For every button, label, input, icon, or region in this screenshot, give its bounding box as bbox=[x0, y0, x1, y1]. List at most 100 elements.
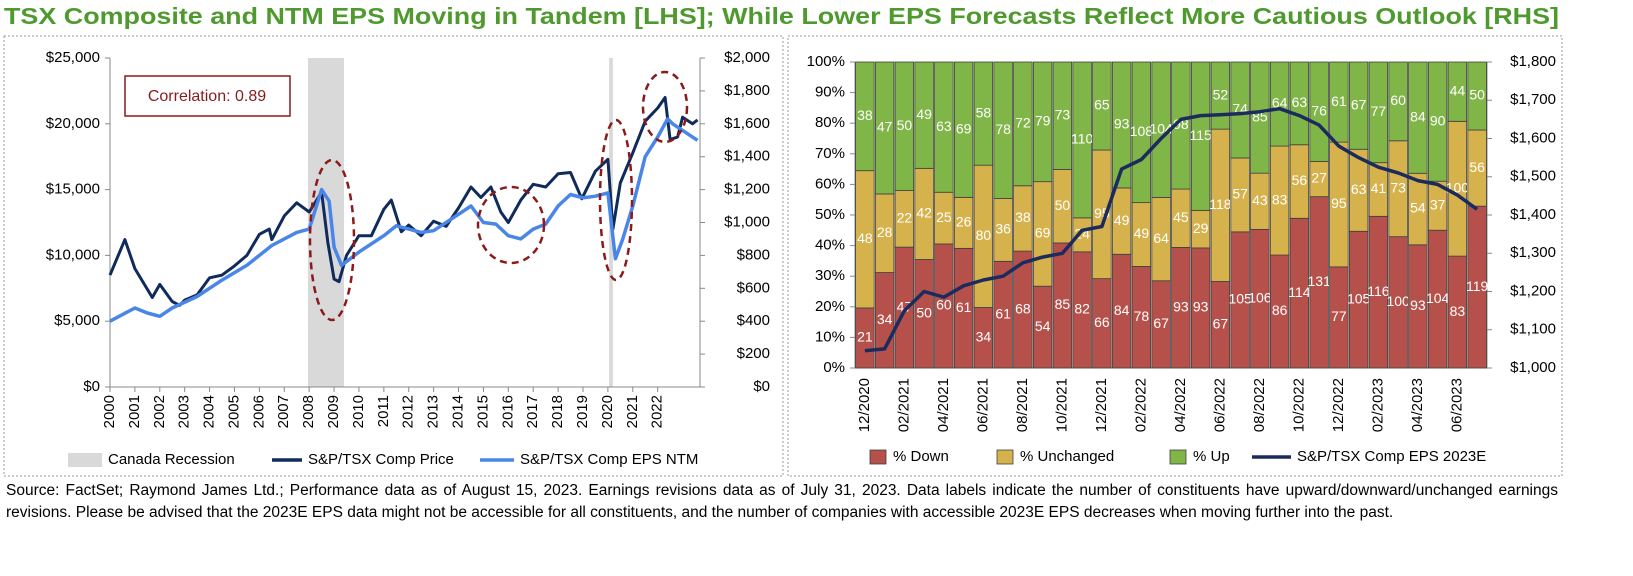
data-label: 42 bbox=[916, 205, 932, 221]
bar-segment bbox=[1309, 61, 1329, 162]
left-panel bbox=[3, 35, 784, 477]
y-tick-label: $10,000 bbox=[46, 246, 100, 263]
y-tick-label: 50% bbox=[815, 206, 845, 223]
data-label: 54 bbox=[1035, 318, 1051, 334]
y-tick-label: 40% bbox=[815, 237, 845, 254]
y-tick-label: 30% bbox=[815, 267, 845, 284]
data-label: 64 bbox=[1272, 95, 1288, 111]
legend-label: S&P/TSX Comp Price bbox=[308, 451, 454, 468]
legend-label: % Up bbox=[1193, 448, 1230, 465]
right-panel bbox=[787, 35, 1563, 477]
bar-segment bbox=[1210, 61, 1231, 130]
data-label: 100 bbox=[1446, 179, 1470, 195]
x-tick-label: 10/2021 bbox=[1053, 378, 1070, 432]
data-label: 29 bbox=[1193, 220, 1209, 236]
data-label: 73 bbox=[1390, 179, 1406, 195]
data-label: 67 bbox=[1153, 315, 1169, 331]
data-label: 105 bbox=[1347, 290, 1371, 306]
data-label: 82 bbox=[1074, 301, 1090, 317]
data-label: 80 bbox=[976, 227, 992, 243]
data-label: 85 bbox=[1055, 296, 1071, 312]
y2-tick-label: $1,100 bbox=[1510, 321, 1556, 338]
x-tick-label: 06/2021 bbox=[974, 378, 991, 432]
data-label: 73 bbox=[1055, 106, 1071, 122]
x-tick-label: 02/2023 bbox=[1369, 378, 1386, 432]
legend-swatch bbox=[1169, 449, 1187, 465]
data-label: 36 bbox=[995, 221, 1011, 237]
x-tick-label: 10/2022 bbox=[1290, 378, 1307, 432]
data-label: 77 bbox=[1331, 308, 1347, 324]
left-chart: $0 $5,000 $10,000 $15,000 $20,000 $25,000 $0 $2… bbox=[46, 49, 770, 468]
bar-segment bbox=[1408, 61, 1428, 174]
bar-segment bbox=[1289, 61, 1310, 146]
data-label: 44 bbox=[1450, 82, 1466, 98]
data-label: 48 bbox=[857, 230, 873, 246]
data-label: 131 bbox=[1307, 273, 1331, 289]
y-tick-label: $5,000 bbox=[54, 312, 100, 329]
ellipse bbox=[641, 70, 689, 144]
x-tick-label: 2014 bbox=[449, 395, 466, 428]
x-tick-label: 08/2022 bbox=[1251, 378, 1268, 432]
y2-tick-label: $800 bbox=[737, 246, 770, 263]
data-label: 60 bbox=[936, 297, 952, 313]
bar-segment bbox=[1072, 61, 1092, 219]
x-tick-label: 2002 bbox=[151, 395, 168, 428]
legend-swatch bbox=[869, 449, 887, 465]
data-label: 69 bbox=[1035, 225, 1051, 241]
data-label: 63 bbox=[1351, 181, 1367, 197]
bar-segment bbox=[855, 61, 875, 172]
data-label: 86 bbox=[1272, 302, 1288, 318]
y-tick-label: $0 bbox=[83, 378, 100, 395]
bar-segment bbox=[1368, 61, 1389, 164]
data-label: 110 bbox=[1071, 131, 1094, 147]
data-label: 76 bbox=[1311, 102, 1327, 118]
data-label: 105 bbox=[1228, 291, 1252, 307]
bar-segment bbox=[993, 61, 1013, 199]
ellipse bbox=[598, 118, 634, 282]
data-label: 90 bbox=[1430, 112, 1446, 128]
data-label: 119 bbox=[1466, 278, 1489, 294]
x-tick-label: 04/2023 bbox=[1409, 378, 1426, 432]
x-tick-label: 2010 bbox=[350, 395, 367, 428]
charts: TSX Composite and NTM EPS Moving in Tand… bbox=[3, 3, 1563, 477]
y2-tick-label: $1,400 bbox=[724, 148, 770, 165]
y2-tick-label: $1,200 bbox=[1510, 282, 1556, 299]
legend-label: % Unchanged bbox=[1020, 448, 1114, 465]
legend-label: S&P/TSX Comp EPS 2023E bbox=[1297, 448, 1486, 465]
data-label: 78 bbox=[1134, 308, 1150, 324]
x-tick-label: 2019 bbox=[574, 395, 591, 428]
x-tick-label: 2003 bbox=[176, 395, 193, 428]
data-label: 72 bbox=[1015, 115, 1031, 131]
legend-label: S&P/TSX Comp EPS NTM bbox=[520, 451, 698, 468]
bar-segment bbox=[1250, 61, 1270, 174]
ellipse bbox=[308, 158, 356, 322]
bar-segment bbox=[874, 61, 895, 195]
x-tick-label: 2001 bbox=[126, 395, 143, 428]
data-label: 38 bbox=[1015, 209, 1031, 225]
data-label: 77 bbox=[1371, 103, 1387, 119]
data-label: 27 bbox=[1311, 170, 1327, 186]
data-label: 49 bbox=[916, 106, 932, 122]
bar-segment bbox=[1092, 61, 1112, 151]
data-label: 52 bbox=[1213, 86, 1229, 102]
x-tick-label: 2000 bbox=[101, 395, 118, 428]
y-tick-label: 60% bbox=[815, 175, 845, 192]
highlight-ellipses bbox=[308, 70, 689, 322]
x-tick-label: 2005 bbox=[225, 395, 242, 428]
data-label: 104 bbox=[1426, 290, 1450, 306]
data-label: 43 bbox=[1252, 192, 1268, 208]
bar-segment bbox=[953, 61, 974, 198]
x-tick-label: 2008 bbox=[300, 395, 317, 428]
data-label: 64 bbox=[1153, 230, 1169, 246]
y2-tick-label: $1,400 bbox=[1510, 206, 1556, 223]
data-label: 100 bbox=[1386, 293, 1410, 309]
y2-tick-label: $1,800 bbox=[1510, 53, 1556, 70]
bar-segment bbox=[894, 61, 915, 191]
data-label: 93 bbox=[1173, 298, 1189, 314]
bar-segment bbox=[973, 61, 994, 166]
series-line bbox=[109, 117, 699, 323]
data-label: 118 bbox=[1209, 196, 1232, 212]
bar-segment bbox=[1013, 61, 1033, 187]
y2-tick-label: $400 bbox=[737, 312, 770, 329]
data-label: 56 bbox=[1292, 172, 1308, 188]
